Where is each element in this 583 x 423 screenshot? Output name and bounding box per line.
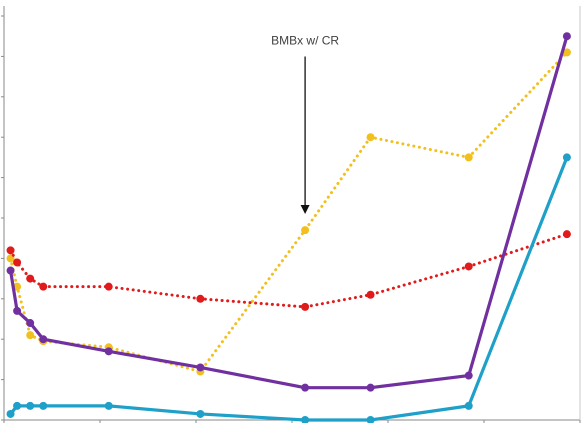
data-point — [6, 246, 15, 255]
data-point — [301, 302, 310, 311]
data-point — [39, 335, 48, 344]
data-point — [26, 319, 35, 328]
data-point — [301, 226, 310, 235]
series-2 — [6, 230, 571, 311]
data-point — [26, 401, 35, 410]
data-point — [196, 409, 205, 418]
data-point — [39, 282, 48, 291]
annotation-arrow-head — [300, 204, 310, 214]
data-point — [562, 153, 571, 162]
data-point — [196, 363, 205, 372]
data-point — [13, 306, 22, 315]
annotation-label: BMBx w/ CR — [271, 33, 339, 47]
data-point — [366, 383, 375, 392]
data-point — [301, 416, 310, 423]
data-point — [562, 230, 571, 239]
data-point — [39, 401, 48, 410]
data-point — [6, 266, 15, 275]
series-1 — [6, 48, 571, 376]
series-line — [8, 35, 569, 390]
series-line — [9, 232, 569, 309]
data-point — [13, 401, 22, 410]
data-point — [562, 32, 571, 41]
series-line — [9, 156, 569, 422]
data-point — [366, 133, 375, 142]
series-4 — [6, 153, 571, 423]
data-point — [196, 294, 205, 303]
data-point — [104, 282, 113, 291]
data-point — [366, 416, 375, 423]
data-point — [562, 48, 571, 57]
data-point — [104, 401, 113, 410]
data-point — [366, 290, 375, 299]
series-layer — [6, 32, 571, 423]
axes — [1, 6, 581, 423]
data-point — [464, 262, 473, 271]
series-3 — [6, 32, 571, 392]
data-point — [104, 347, 113, 356]
data-point — [13, 258, 22, 267]
data-point — [26, 274, 35, 283]
data-point — [464, 153, 473, 162]
data-point — [301, 383, 310, 392]
data-point — [26, 331, 35, 340]
data-point — [464, 401, 473, 410]
annotation-layer: BMBx w/ CR — [271, 33, 339, 214]
data-point — [6, 409, 15, 418]
data-point — [464, 371, 473, 380]
